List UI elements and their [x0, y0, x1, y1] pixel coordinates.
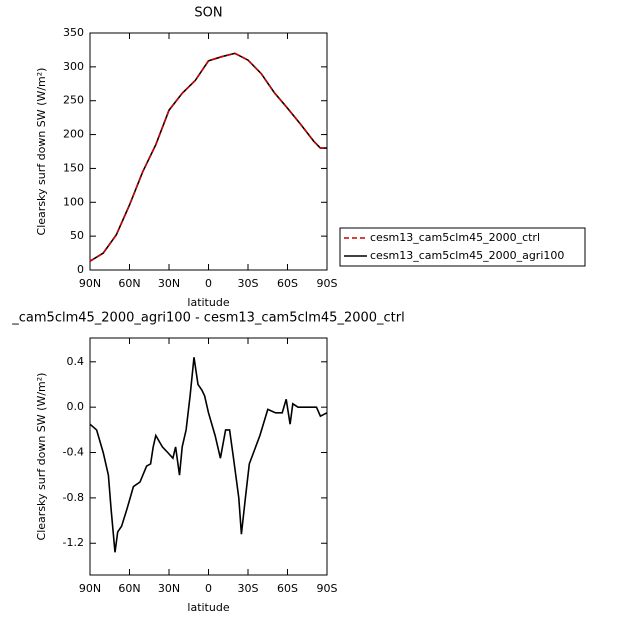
y-tick-label: 200 — [63, 128, 84, 141]
data-line — [89, 52, 327, 262]
y-tick-label: 150 — [63, 161, 84, 174]
y-tick-label: 100 — [63, 195, 84, 208]
y-tick-label: 0.4 — [67, 355, 85, 368]
x-tick-label: 0 — [205, 277, 212, 290]
x-tick-label: 30S — [238, 582, 259, 595]
x-tick-label: 30S — [238, 277, 259, 290]
chart-title: SON — [194, 6, 222, 21]
y-axis-label: Clearsky surf down SW (W/m²) — [35, 68, 48, 236]
x-axis-label: latitude — [187, 296, 229, 309]
y-tick-label: -0.8 — [63, 491, 84, 504]
y-tick-label: 50 — [70, 229, 84, 242]
data-line — [89, 357, 328, 553]
y-tick-label: -0.4 — [63, 446, 84, 459]
y-tick-label: -1.2 — [63, 536, 84, 549]
x-tick-label: 60S — [277, 582, 298, 595]
x-tick-label: 60N — [118, 582, 140, 595]
x-tick-label: 90S — [317, 277, 338, 290]
x-tick-label: 90N — [79, 582, 101, 595]
y-tick-label: 0 — [77, 263, 84, 276]
y-axis-label: Clearsky surf down SW (W/m²) — [35, 373, 48, 541]
x-tick-label: 90S — [317, 582, 338, 595]
plot-frame — [89, 32, 328, 271]
x-tick-label: 60N — [118, 277, 140, 290]
y-tick-label: 300 — [63, 60, 84, 73]
y-tick-label: 350 — [63, 26, 84, 39]
x-tick-label: 60S — [277, 277, 298, 290]
x-tick-label: 30N — [158, 277, 180, 290]
y-tick-label: 0.0 — [67, 400, 85, 413]
legend-box — [339, 227, 586, 267]
y-tick-label: 250 — [63, 94, 84, 107]
legend-label: cesm13_cam5clm45_2000_agri100 — [370, 249, 564, 262]
x-tick-label: 90N — [79, 277, 101, 290]
data-line — [89, 52, 327, 262]
plot-frame — [89, 337, 328, 576]
x-tick-label: 0 — [205, 582, 212, 595]
x-tick-label: 30N — [158, 582, 180, 595]
chart-title: _cam5clm45_2000_agri100 - cesm13_cam5clm… — [11, 311, 404, 326]
x-axis-label: latitude — [187, 601, 229, 614]
legend-label: cesm13_cam5clm45_2000_ctrl — [370, 231, 540, 244]
